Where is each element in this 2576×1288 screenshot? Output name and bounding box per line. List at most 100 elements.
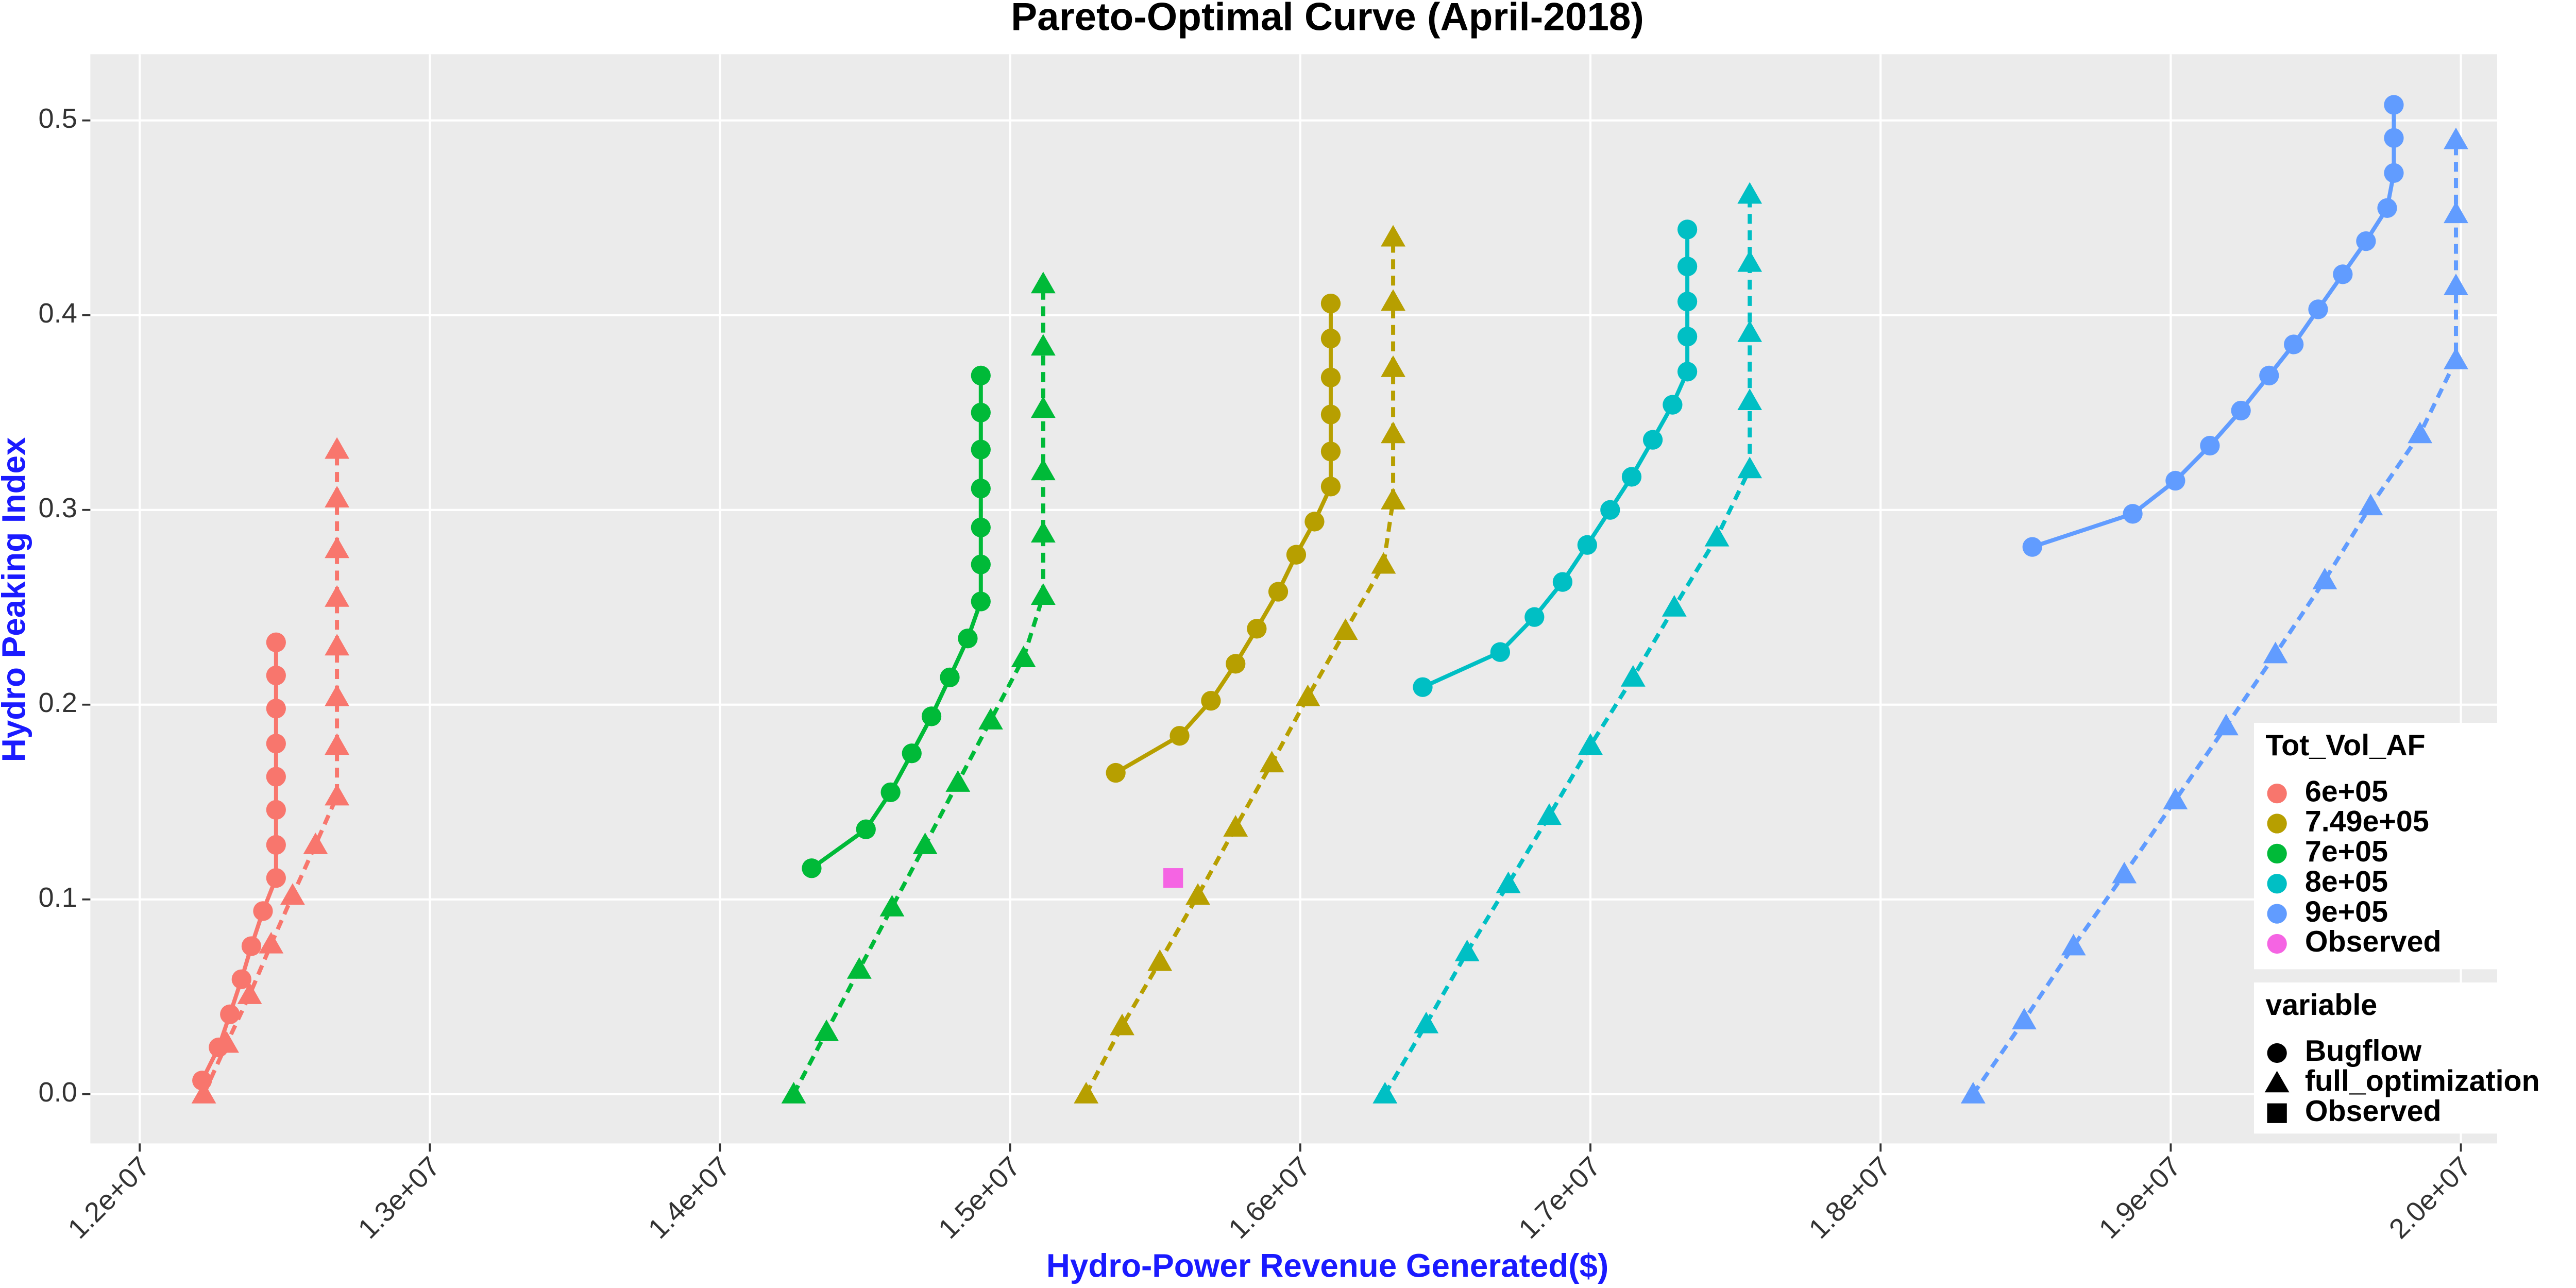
marker-circle <box>902 743 922 764</box>
marker-triangle <box>1737 388 1762 411</box>
marker-triangle <box>1011 646 1036 667</box>
marker-triangle <box>1030 272 1056 294</box>
marker-triangle <box>1030 583 1056 605</box>
x-tick-label: 2.0e+07 <box>2383 1151 2477 1245</box>
marker-triangle <box>1030 396 1056 418</box>
marker-triangle <box>325 437 349 459</box>
marker-circle <box>266 835 286 855</box>
marker-circle <box>1320 477 1341 497</box>
marker-circle <box>1677 219 1698 240</box>
marker-circle <box>2384 163 2404 183</box>
marker-triangle <box>1259 751 1284 773</box>
marker-circle <box>1320 367 1341 387</box>
legend-label: 9e+05 <box>2305 895 2388 928</box>
marker-square <box>1163 868 1183 888</box>
marker-circle <box>1642 430 1663 450</box>
marker-circle <box>1268 582 1289 602</box>
series-line <box>1084 237 1396 1095</box>
marker-triangle <box>1960 1081 1986 1104</box>
x-tick-label: 1.4e+07 <box>642 1151 736 1245</box>
marker-circle <box>971 439 991 460</box>
marker-circle <box>1600 500 1620 520</box>
x-axis-label: Hydro-Power Revenue Generated($) <box>1046 1247 1608 1284</box>
marker-triangle <box>325 585 349 607</box>
legend-label: 7.49e+05 <box>2305 805 2429 838</box>
marker-triangle <box>2408 421 2433 444</box>
marker-circle <box>802 858 822 878</box>
marker-triangle <box>2112 861 2137 884</box>
x-tick-label: 1.5e+07 <box>933 1151 1026 1245</box>
marker-triangle <box>1030 521 1056 543</box>
plot-panel <box>90 54 2497 1144</box>
marker-circle <box>1286 545 1307 565</box>
marker-triangle <box>2444 127 2468 149</box>
grid <box>90 54 2497 1144</box>
marker-triangle <box>191 1081 216 1104</box>
marker-circle <box>266 767 286 787</box>
marker-triangle <box>1372 1081 1398 1104</box>
marker-triangle <box>1662 595 1687 617</box>
marker-triangle <box>1537 803 1562 825</box>
marker-triangle <box>1704 524 1730 547</box>
series-line <box>791 284 1045 1095</box>
marker-triangle <box>1030 334 1056 356</box>
marker-triangle <box>1737 456 1762 479</box>
marker-triangle <box>945 770 971 792</box>
marker-triangle <box>2163 788 2188 809</box>
marker-triangle <box>2444 201 2468 224</box>
legend-label: 7e+05 <box>2305 835 2388 868</box>
marker-circle <box>2267 843 2287 864</box>
marker-circle <box>266 800 286 820</box>
marker-triangle <box>814 1019 839 1041</box>
marker-circle <box>1677 362 1698 382</box>
marker-triangle <box>2444 347 2468 369</box>
marker-triangle <box>846 957 872 979</box>
marker-triangle <box>781 1081 806 1104</box>
marker-triangle <box>2312 567 2337 589</box>
marker-triangle <box>978 708 1003 730</box>
y-tick-label: 0.3 <box>39 493 77 523</box>
marker-triangle <box>1295 684 1320 706</box>
marker-triangle <box>1110 1013 1134 1036</box>
chart-title: Pareto-Optimal Curve (April-2018) <box>1011 0 1644 39</box>
marker-circle <box>266 868 286 888</box>
marker-circle <box>1490 642 1510 662</box>
marker-triangle <box>2061 934 2086 956</box>
marker-circle <box>2200 435 2220 456</box>
marker-triangle <box>214 1031 239 1053</box>
y-tick-label: 0.0 <box>39 1077 77 1108</box>
y-tick-label: 0.1 <box>39 882 77 913</box>
marker-triangle <box>325 634 349 656</box>
marker-triangle <box>1737 320 1762 342</box>
marker-triangle <box>325 684 349 706</box>
marker-triangle <box>912 832 938 854</box>
marker-circle <box>2333 264 2353 284</box>
marker-circle <box>2267 814 2287 834</box>
y-axis-label: Hydro Peaking Index <box>0 437 32 762</box>
marker-triangle <box>879 894 905 917</box>
marker-circle <box>1304 512 1325 532</box>
legend-label: Observed <box>2305 1095 2442 1128</box>
marker-triangle <box>2358 494 2383 516</box>
legend-label: 6e+05 <box>2305 775 2388 808</box>
marker-circle <box>1320 293 1341 314</box>
marker-triangle <box>1381 225 1405 247</box>
marker-circle <box>1247 619 1267 639</box>
legend-label: Bugflow <box>2305 1035 2422 1067</box>
marker-circle <box>1621 467 1642 487</box>
marker-triangle <box>1737 182 1762 204</box>
marker-circle <box>2267 934 2287 954</box>
marker-circle <box>1552 572 1573 592</box>
marker-circle <box>971 591 991 612</box>
marker-triangle <box>259 931 284 954</box>
marker-triangle <box>1074 1081 1099 1104</box>
marker-triangle <box>1414 1011 1439 1033</box>
marker-circle <box>971 479 991 499</box>
marker-triangle <box>1381 289 1405 311</box>
marker-circle <box>253 901 273 921</box>
marker-triangle <box>1578 733 1603 755</box>
marker-circle <box>1524 607 1545 627</box>
marker-circle <box>971 554 991 574</box>
marker-circle <box>880 782 901 802</box>
